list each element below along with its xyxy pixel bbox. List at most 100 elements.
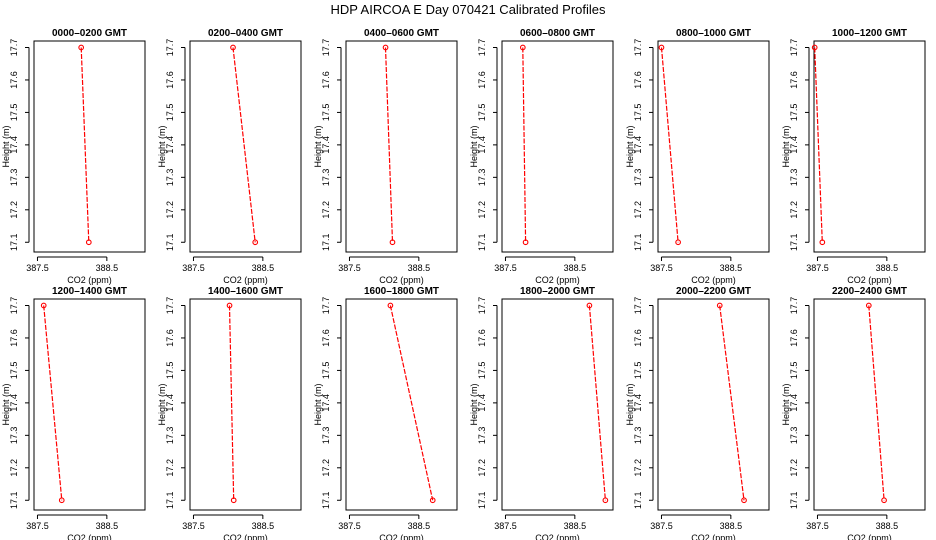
data-point [519, 44, 526, 51]
y-tick-label: 17.7 [477, 297, 487, 315]
data-point [865, 302, 872, 309]
y-tick-label: 17.2 [789, 459, 799, 477]
x-tick-label: 388.5 [564, 521, 587, 531]
y-tick-label: 17.1 [789, 233, 799, 251]
panel: 1000–1200 GMT 387.5 388.5 CO2 (ppm) 17.1 17.2… [781, 28, 926, 285]
y-tick-label: 17.7 [9, 297, 19, 315]
y-tick-label: 17.2 [165, 201, 175, 219]
x-tick-label: 388.5 [720, 263, 743, 273]
y-axis-label: Height (m) [469, 383, 479, 425]
plot-frame [189, 298, 302, 511]
x-tick-label: 388.5 [252, 263, 275, 273]
x-axis-label: CO2 (ppm) [223, 275, 268, 285]
y-tick-label: 17.1 [9, 233, 19, 251]
y-axis-label: Height (m) [625, 125, 635, 167]
plot-frame [813, 298, 926, 511]
panel-title: 2000–2200 GMT [676, 286, 751, 297]
data-point [78, 44, 85, 51]
x-tick-label: 388.5 [564, 263, 587, 273]
y-tick-label: 17.7 [321, 297, 331, 315]
y-tick-label: 17.3 [165, 427, 175, 445]
y-tick-label: 17.5 [633, 362, 643, 380]
data-point [522, 239, 529, 246]
y-tick-label: 17.6 [789, 71, 799, 89]
data-point [741, 497, 747, 504]
y-tick-label: 17.6 [477, 71, 487, 89]
y-tick-label: 17.6 [321, 71, 331, 89]
y-tick-label: 17.4 [9, 136, 19, 154]
y-tick-label: 17.4 [165, 136, 175, 154]
data-point [389, 239, 396, 246]
y-tick-label: 17.7 [165, 39, 175, 57]
x-tick-label: 388.5 [96, 263, 119, 273]
y-tick-label: 17.6 [477, 329, 487, 347]
panel-title: 1800–2000 GMT [520, 286, 595, 297]
x-axis-label: CO2 (ppm) [535, 533, 580, 540]
x-tick-label: 388.5 [876, 521, 899, 531]
y-tick-label: 17.2 [9, 459, 19, 477]
plot-frame [345, 40, 458, 253]
y-tick-label: 17.1 [321, 491, 331, 509]
panel: 1800–2000 GMT 387.5 388.5 CO2 (ppm) 17.1 17.2… [469, 286, 614, 540]
y-axis-label: Height (m) [313, 383, 323, 425]
y-tick-label: 17.6 [633, 329, 643, 347]
panel-title: 1200–1400 GMT [52, 286, 127, 297]
panel-title: 1000–1200 GMT [832, 28, 907, 39]
panel-title: 1600–1800 GMT [364, 286, 439, 297]
plot-frame [813, 40, 926, 253]
y-tick-label: 17.3 [789, 427, 799, 445]
y-axis-label: Height (m) [157, 125, 167, 167]
figure-title: HDP AIRCOA E Day 070421 Calibrated Profi… [330, 2, 606, 17]
x-axis-label: CO2 (ppm) [379, 275, 424, 285]
y-tick-label: 17.6 [9, 71, 19, 89]
y-tick-label: 17.5 [321, 104, 331, 122]
y-tick-label: 17.4 [633, 136, 643, 154]
x-tick-label: 387.5 [650, 263, 673, 273]
data-point [658, 44, 665, 51]
y-tick-label: 17.2 [477, 201, 487, 219]
y-tick-label: 17.4 [633, 394, 643, 412]
x-axis-label: CO2 (ppm) [535, 275, 580, 285]
plot-frame [33, 298, 146, 511]
y-tick-label: 17.7 [789, 39, 799, 57]
y-tick-label: 17.5 [789, 362, 799, 380]
plot-frame [33, 40, 146, 253]
panel: 1600–1800 GMT 387.5 388.5 CO2 (ppm) 17.1 17.2… [313, 286, 458, 540]
y-tick-label: 17.2 [477, 459, 487, 477]
series-line [660, 47, 679, 243]
x-tick-label: 388.5 [96, 521, 119, 531]
x-axis-label: CO2 (ppm) [847, 533, 892, 540]
y-tick-label: 17.7 [633, 39, 643, 57]
y-axis-label: Height (m) [781, 125, 791, 167]
x-tick-label: 387.5 [182, 521, 205, 531]
y-tick-label: 17.5 [165, 362, 175, 380]
data-point [675, 239, 681, 246]
series-line [43, 305, 63, 501]
data-point [252, 239, 259, 246]
data-point [819, 239, 826, 246]
panel-title: 0600–0800 GMT [520, 28, 595, 39]
data-point [85, 239, 92, 246]
y-tick-label: 17.5 [9, 104, 19, 122]
y-tick-label: 17.2 [633, 201, 643, 219]
data-point [40, 302, 47, 309]
x-tick-label: 387.5 [182, 263, 205, 273]
y-tick-label: 17.2 [321, 201, 331, 219]
y-tick-label: 17.4 [321, 394, 331, 412]
panel: 2000–2200 GMT 387.5 388.5 CO2 (ppm) 17.1 17.2… [625, 286, 770, 540]
x-tick-label: 388.5 [408, 263, 431, 273]
y-tick-label: 17.6 [165, 329, 175, 347]
y-tick-label: 17.7 [9, 39, 19, 57]
plot-frame [657, 40, 770, 253]
y-tick-label: 17.6 [633, 71, 643, 89]
data-point [387, 302, 394, 309]
y-tick-label: 17.1 [9, 491, 19, 509]
y-tick-label: 17.7 [789, 297, 799, 315]
y-tick-label: 17.1 [477, 233, 487, 251]
plot-frame [501, 298, 614, 511]
series-line [232, 47, 256, 243]
y-tick-label: 17.1 [477, 491, 487, 509]
data-point [429, 497, 436, 504]
y-tick-label: 17.3 [789, 169, 799, 187]
